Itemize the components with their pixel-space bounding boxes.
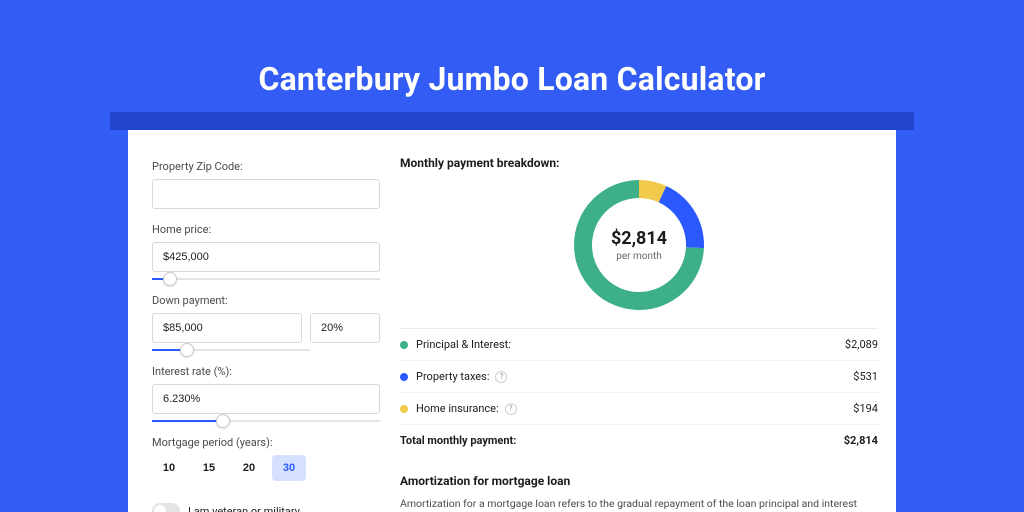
mortgage-period-group: 10152030 — [152, 455, 380, 481]
donut-value: $2,814 — [611, 228, 667, 249]
legend-dot-icon — [400, 405, 408, 413]
zip-input[interactable] — [152, 179, 380, 209]
veteran-toggle-knob — [154, 505, 166, 512]
mortgage-period-option[interactable]: 15 — [192, 455, 226, 481]
legend-dot-icon — [400, 373, 408, 381]
page-title: Canterbury Jumbo Loan Calculator — [0, 60, 1024, 98]
legend: Principal & Interest: $2,089 Property taxe… — [400, 328, 878, 456]
legend-row: Property taxes:? $531 — [400, 361, 878, 393]
donut-center: $2,814 per month — [574, 180, 704, 310]
page-background: Canterbury Jumbo Loan Calculator Propert… — [0, 0, 1024, 512]
legend-value: $531 — [853, 370, 878, 383]
legend-value: $194 — [853, 402, 878, 415]
mortgage-period-option[interactable]: 20 — [232, 455, 266, 481]
down-payment-slider-thumb[interactable] — [180, 343, 194, 357]
down-payment-label: Down payment: — [152, 294, 380, 307]
donut-subtext: per month — [616, 251, 662, 262]
breakdown-title: Monthly payment breakdown: — [400, 156, 878, 170]
mortgage-period-option[interactable]: 10 — [152, 455, 186, 481]
amortization-text: Amortization for a mortgage loan refers … — [400, 496, 878, 512]
legend-label: Home insurance: — [416, 402, 499, 415]
interest-rate-label: Interest rate (%): — [152, 365, 380, 378]
down-payment-percent-input[interactable] — [310, 313, 380, 343]
veteran-toggle[interactable] — [152, 503, 180, 512]
legend-dot-icon — [400, 341, 408, 349]
veteran-label: I am veteran or military — [188, 505, 300, 512]
interest-rate-slider[interactable] — [152, 420, 380, 422]
legend-label: Principal & Interest: — [416, 338, 511, 351]
legend-row: Home insurance:? $194 — [400, 393, 878, 425]
calculator-panel: Property Zip Code: Home price: Down paym… — [128, 130, 896, 512]
breakdown-column: Monthly payment breakdown: $2,814 per mo… — [396, 150, 878, 512]
info-icon[interactable]: ? — [495, 371, 507, 383]
down-payment-slider[interactable] — [152, 349, 310, 351]
donut-chart-wrap: $2,814 per month — [400, 180, 878, 310]
mortgage-period-label: Mortgage period (years): — [152, 436, 380, 449]
legend-row: Principal & Interest: $2,089 — [400, 329, 878, 361]
interest-rate-slider-thumb[interactable] — [216, 414, 230, 428]
legend-label: Property taxes: — [416, 370, 489, 383]
interest-rate-slider-fill — [152, 420, 223, 422]
donut-chart: $2,814 per month — [574, 180, 704, 310]
home-price-input[interactable] — [152, 242, 380, 272]
legend-value: $2,089 — [845, 338, 878, 351]
info-icon[interactable]: ? — [505, 403, 517, 415]
mortgage-period-option[interactable]: 30 — [272, 455, 306, 481]
header-band — [110, 112, 914, 130]
legend-total-label: Total monthly payment: — [400, 434, 516, 447]
interest-rate-input[interactable] — [152, 384, 380, 414]
down-payment-amount-input[interactable] — [152, 313, 302, 343]
home-price-slider[interactable] — [152, 278, 380, 280]
home-price-slider-thumb[interactable] — [163, 272, 177, 286]
legend-total-row: Total monthly payment: $2,814 — [400, 425, 878, 456]
legend-total-value: $2,814 — [844, 434, 878, 447]
zip-label: Property Zip Code: — [152, 160, 380, 173]
home-price-label: Home price: — [152, 223, 380, 236]
form-column: Property Zip Code: Home price: Down paym… — [152, 150, 396, 512]
amortization-title: Amortization for mortgage loan — [400, 474, 878, 488]
